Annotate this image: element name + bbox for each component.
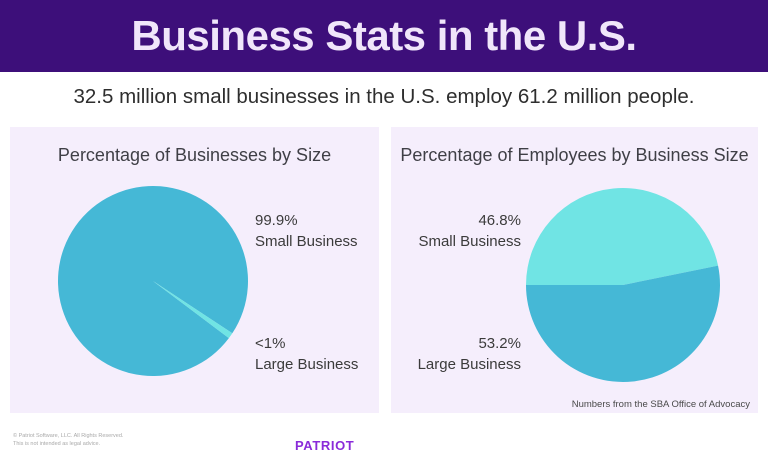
- header-banner: Business Stats in the U.S.: [0, 0, 768, 72]
- slice-value: <1%: [255, 335, 286, 352]
- slice-value: 53.2%: [478, 335, 521, 352]
- pie-slice-large-business: [526, 265, 720, 383]
- pie-chart-employees: [526, 188, 720, 383]
- slice-value: 46.8%: [478, 212, 521, 229]
- slice-name: Small Business: [255, 233, 358, 250]
- pie-chart-businesses: [57, 186, 248, 376]
- subtitle-text: 32.5 million small businesses in the U.S…: [73, 85, 695, 108]
- panel-businesses-by-size: Percentage of Businesses by Size 99.9% S…: [10, 127, 379, 413]
- slice-name: Small Business: [418, 233, 521, 250]
- slice-name: Large Business: [417, 356, 521, 373]
- slice-label-large-business: <1% Large Business: [255, 333, 358, 375]
- pie-slice-large-business: [153, 281, 233, 339]
- slice-label-large-business: 53.2% Large Business: [401, 333, 521, 375]
- disclaimer-line: This is not intended as legal advice.: [13, 440, 101, 447]
- chart-title-businesses: Percentage of Businesses by Size: [57, 145, 332, 165]
- footer-legal-text: © Patriot Software, LLC. All Rights Rese…: [13, 433, 123, 448]
- slice-label-small-business: 99.9% Small Business: [255, 210, 358, 252]
- pie-slice-small-business: [526, 188, 719, 285]
- source-attribution: Numbers from the SBA Office of Advocacy: [571, 399, 750, 410]
- page-title: Business Stats in the U.S.: [131, 12, 637, 59]
- slice-name: Large Business: [255, 356, 359, 373]
- pie-slice-small-business: [57, 186, 248, 376]
- copyright-line: © Patriot Software, LLC. All Rights Rese…: [13, 433, 124, 439]
- slice-value: 99.9%: [255, 212, 298, 229]
- chart-title-employees: Percentage of Employees by Business Size: [400, 145, 749, 165]
- slice-label-small-business: 46.8% Small Business: [401, 210, 521, 252]
- panel-employees-by-size: Percentage of Employees by Business Size…: [391, 127, 758, 413]
- patriot-logo: PATRIOT: [295, 438, 355, 453]
